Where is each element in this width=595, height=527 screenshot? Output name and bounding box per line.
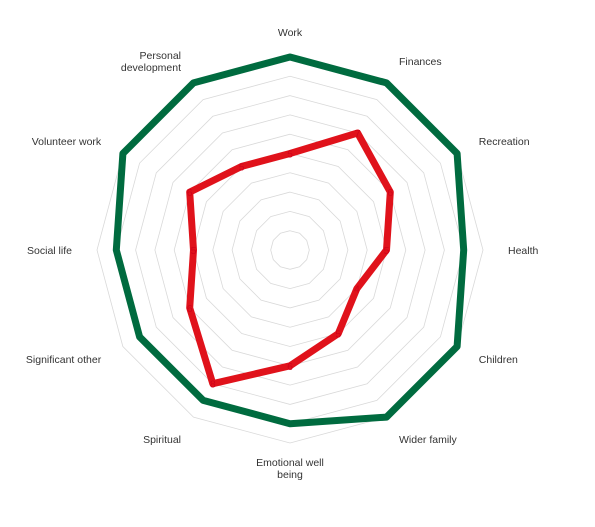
value-label: 6 [287, 361, 293, 373]
radar-axis-labels: Work Finances Recreation Health Children Wide… [26, 27, 539, 481]
grid-ring [231, 191, 349, 309]
value-label: 6 [387, 187, 393, 199]
axis-label: Recreation [479, 136, 530, 148]
grid-ring [193, 153, 387, 347]
value-label: 5 [287, 149, 293, 161]
value-label: 5 [384, 245, 390, 257]
radar-value-labels: 5 7 6 5 4 5 6 8 6 5 6 5 [187, 128, 394, 391]
value-label: 6 [187, 187, 193, 199]
grid-ring [173, 133, 407, 367]
value-label: 5 [191, 245, 197, 257]
value-label: 6 [187, 303, 193, 315]
axis-label: Work [278, 27, 303, 39]
grid-ring [250, 210, 330, 290]
radar-grid [96, 56, 484, 444]
grid-ring [270, 230, 310, 270]
axis-label: Children [479, 354, 518, 366]
radar-series [112, 53, 468, 428]
grid-ring [154, 114, 426, 386]
axis-label: Spiritual [143, 434, 181, 446]
value-label: 7 [355, 128, 361, 140]
grid-ring [135, 95, 445, 405]
axis-label: Volunteer work [32, 136, 102, 148]
value-label: 8 [210, 379, 216, 391]
axis-label: Finances [399, 56, 442, 68]
value-label: 5 [335, 329, 341, 341]
series-line-2 [186, 129, 394, 388]
value-label: 5 [239, 161, 245, 173]
series-line-1 [112, 53, 468, 428]
axis-label: Wider family [399, 434, 458, 446]
axis-label: Personal development [121, 50, 181, 74]
axis-label: Emotional well being [256, 457, 324, 481]
axis-label: Health [508, 245, 539, 257]
axis-label: Significant other [26, 354, 102, 366]
value-label: 4 [354, 284, 360, 296]
grid-ring [212, 172, 368, 328]
axis-label: Social life [27, 245, 72, 257]
